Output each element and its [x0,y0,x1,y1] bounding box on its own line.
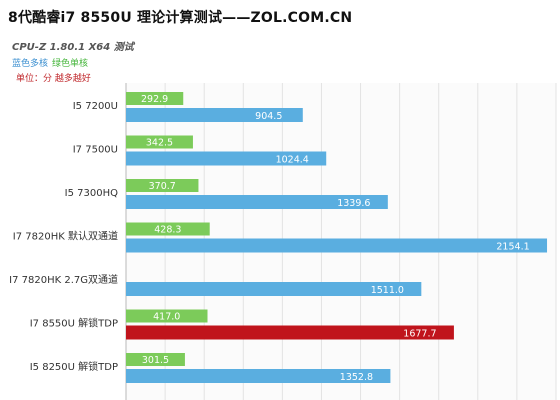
data-label-multi-core: 1511.0 [371,285,404,296]
data-label-multi-core: 1677.7 [403,329,436,340]
bar-single-core [126,135,193,149]
data-label-multi-core: 904.5 [255,111,282,122]
bar-single-core [126,353,185,366]
bar-single-core [126,179,199,192]
category-label: I5 7200U [73,101,118,112]
category-label: I7 7820HK 2.7G双通道 [9,273,118,286]
bar-single-core [126,222,210,236]
data-label-single-core: 301.5 [142,355,169,366]
data-label-single-core: 428.3 [154,225,181,236]
bar-multi-core [126,369,391,383]
chart-subtitle: CPU-Z 1.80.1 X64 测试 [12,42,134,53]
data-label-multi-core: 1339.6 [337,198,370,209]
chart-title: 8代酷睿i7 8550U 理论计算测试——ZOL.COM.CN [8,10,353,26]
data-label-multi-core: 1024.4 [276,155,309,166]
bar-multi-core [126,282,422,296]
data-label-single-core: 292.9 [141,94,168,105]
bar-multi-core [126,238,548,253]
category-label: I5 7300HQ [65,188,118,199]
legend-entry-single-core: 绿色单核 [52,59,89,69]
category-label: I5 8250U 解锁TDP [30,360,118,373]
data-label-single-core: 370.7 [149,181,176,192]
bar-multi-core [126,195,388,209]
bar-multi-core [126,151,327,166]
bar-single-core [126,309,208,323]
category-label: I7 7500U [73,145,118,156]
legend-entry-multi-core: 蓝色多核 [12,59,49,69]
data-label-multi-core: 2154.1 [496,242,529,253]
bar-multi-core [126,325,454,340]
category-label: I7 8550U 解锁TDP [30,317,118,330]
bar-single-core [126,92,184,105]
data-label-single-core: 417.0 [153,312,180,323]
category-label: I7 7820HK 默认双通道 [13,230,118,243]
unit-note: 单位：分 越多越好 [16,74,91,84]
data-label-single-core: 342.5 [146,138,173,149]
chart-legend: 蓝色多核 绿色单核 [12,56,88,69]
bar-multi-core [126,108,303,122]
data-label-multi-core: 1352.8 [340,372,373,383]
